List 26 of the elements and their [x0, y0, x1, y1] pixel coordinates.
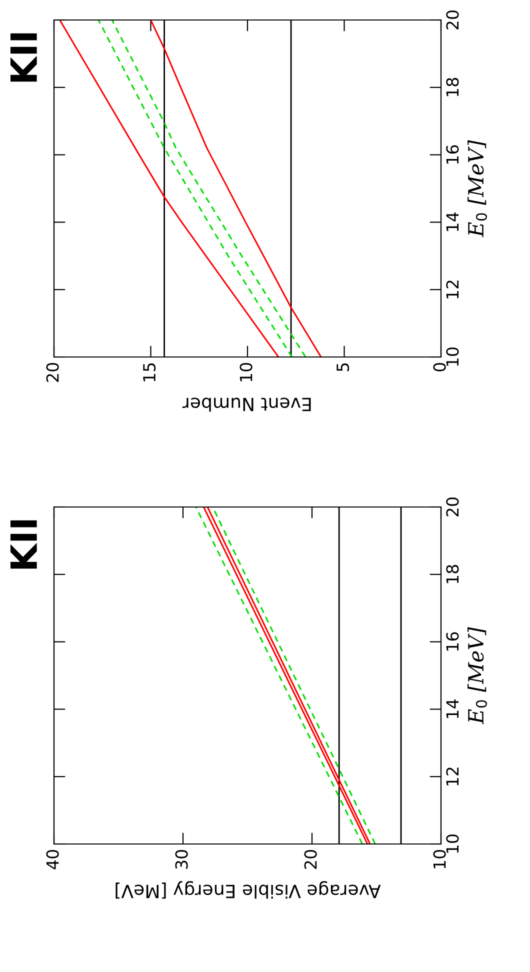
y-tick-label: 14: [446, 700, 459, 718]
y-tick-label: 10: [446, 834, 459, 853]
y-tick-label: 18: [446, 564, 459, 584]
y-tick-label: 16: [446, 145, 459, 164]
x-axis-title: Event Number: [182, 398, 311, 412]
x-tick-label: 20: [304, 850, 317, 869]
text: KII: [10, 520, 37, 569]
y-tick-label: 20: [446, 498, 459, 516]
x-tick-label: 10: [433, 850, 446, 868]
x-axis-title: Average Visible Energy [MeV]: [116, 881, 381, 899]
y-axis-title: E$_{0}$ [MeV]: [468, 140, 487, 238]
text: KII: [10, 33, 37, 82]
x-tick-label: 5: [336, 363, 350, 372]
x-tick-label: 10: [240, 362, 252, 382]
y-axis-title: E$_{0}$ [MeV]: [468, 627, 487, 724]
y-tick-label: 12: [446, 768, 459, 786]
x-tick-label: 20: [46, 362, 59, 382]
y-tick-label: 16: [446, 632, 459, 651]
y-tick-label: 12: [446, 280, 459, 298]
y-tick-label: 20: [446, 10, 459, 30]
x-tick-label: 15: [143, 363, 156, 382]
y-tick-label: 14: [446, 212, 459, 231]
x-tick-label: 40: [46, 850, 59, 870]
x-tick-label: 0: [433, 362, 446, 372]
x-tick-label: 30: [175, 850, 188, 869]
y-tick-label: 18: [446, 78, 459, 96]
